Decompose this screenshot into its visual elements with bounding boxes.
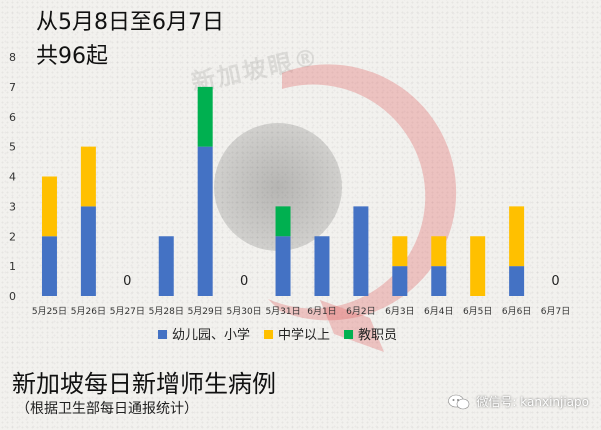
x-tick-label: 5月27日 [110, 306, 145, 317]
x-tick-label: 6月5日 [463, 306, 492, 317]
bar-segment [80, 146, 96, 207]
bars [41, 86, 525, 296]
legend-label: 幼儿园、小学 [172, 327, 250, 343]
zero-data-label: 0 [551, 274, 559, 289]
x-tick-label: 5月31日 [265, 306, 300, 317]
wechat-icon [448, 394, 470, 409]
bar-segment [392, 266, 408, 296]
y-tick-label: 8 [9, 51, 16, 64]
y-tick-label: 0 [9, 290, 16, 303]
x-tick-label: 6月2日 [346, 306, 375, 317]
legend-swatch [344, 330, 354, 339]
y-tick-label: 7 [9, 81, 16, 94]
bar-segment [314, 236, 330, 296]
x-tick-label: 5月29日 [188, 306, 223, 317]
wechat-badge: 微信号: kanxinjiapo [448, 393, 589, 410]
legend-label: 教职员 [358, 327, 397, 343]
legend-label: 中学以上 [278, 327, 330, 343]
x-tick-label: 5月25日 [32, 306, 67, 317]
legend: 幼儿园、小学 中学以上 教职员 [158, 327, 397, 343]
bar-segment [431, 236, 447, 267]
bar-segment [509, 206, 525, 267]
bar-segment [509, 266, 525, 296]
bar-segment [470, 236, 486, 296]
y-axis: 0 1 2 3 4 5 6 7 8 [9, 51, 16, 303]
y-tick-label: 5 [9, 141, 16, 154]
y-tick-label: 6 [9, 111, 16, 124]
y-tick-label: 4 [9, 171, 16, 184]
chart-title: 从5月8日至6月7日 [36, 10, 224, 35]
y-tick-label: 3 [9, 200, 16, 213]
x-tick-label: 5月28日 [149, 306, 184, 317]
footer-subtitle: （根据卫生部每日通报统计） [16, 401, 198, 417]
x-tick-label: 6月3日 [385, 306, 414, 317]
logo-tail [320, 300, 384, 352]
legend-swatch [264, 330, 274, 339]
wechat-id: 微信号: kanxinjiapo [476, 395, 589, 409]
y-tick-label: 2 [9, 230, 16, 243]
bar-segment [275, 206, 291, 237]
bar-segment [275, 236, 291, 296]
x-tick-label: 5月30日 [227, 306, 262, 317]
x-axis: 5月25日 5月26日 0 5月27日 5月28日 5月29日 0 5月30日 5月31日 6月1… [32, 274, 570, 317]
x-tick-label: 6月1日 [307, 306, 336, 317]
logo-mark [214, 64, 457, 352]
y-tick-label: 1 [9, 260, 16, 273]
bar-segment [431, 266, 447, 296]
bar-segment [158, 236, 174, 296]
footer-title: 新加坡每日新增师生病例 [12, 370, 276, 398]
logo-ring [268, 64, 457, 321]
bar-segment [197, 86, 213, 147]
bar-segment [392, 236, 408, 267]
bar-segment [353, 206, 369, 296]
bar-segment [80, 206, 96, 296]
chart-subtitle: 共96起 [36, 44, 108, 69]
bar-segment [41, 236, 57, 296]
bar-segment [41, 176, 57, 237]
x-tick-label: 6月6日 [502, 306, 531, 317]
x-tick-label: 6月4日 [424, 306, 453, 317]
x-tick-label: 5月26日 [71, 306, 106, 317]
legend-swatch [158, 330, 167, 339]
x-tick-label: 6月7日 [541, 306, 570, 317]
zero-data-label: 0 [240, 274, 248, 289]
zero-data-label: 0 [123, 274, 131, 289]
bar-segment [197, 146, 213, 296]
logo-center [214, 123, 342, 251]
